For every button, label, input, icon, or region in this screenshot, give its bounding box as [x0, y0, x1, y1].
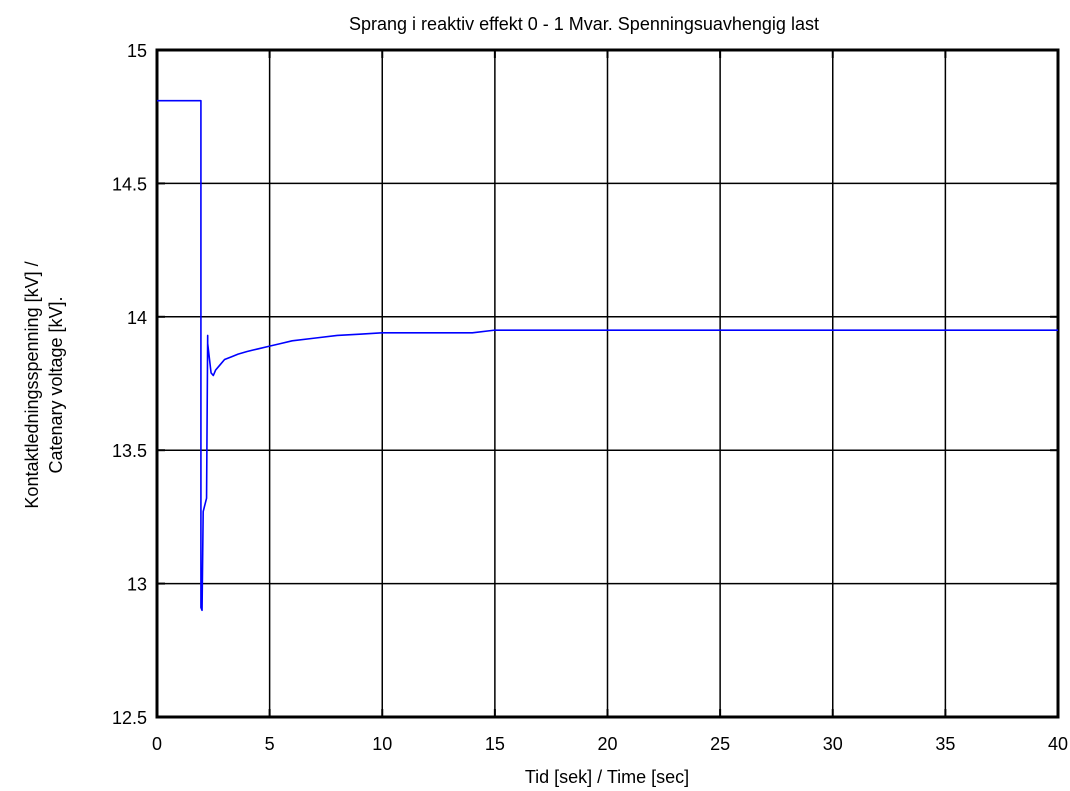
- x-tick-label: 25: [710, 734, 730, 754]
- y-axis-label-line-2: Catenary voltage [kV].: [46, 296, 66, 473]
- series-line: [157, 99, 1058, 612]
- y-axis-label-line-1: Kontaktledningsspenning [kV] /: [22, 261, 42, 508]
- grid-lines: [156, 49, 1059, 718]
- y-tick-label: 14: [127, 308, 147, 328]
- x-tick-label: 20: [597, 734, 617, 754]
- y-tick-labels: 12.5 13 13.5 14 14.5 15: [112, 41, 147, 728]
- x-axis-label: Tid [sek] / Time [sec]: [525, 767, 689, 787]
- y-tick-label: 14.5: [112, 174, 147, 194]
- y-tick-label: 13.5: [112, 441, 147, 461]
- series-lines: [157, 99, 1058, 612]
- plot-area-frame: [155, 48, 1060, 719]
- y-tick-label: 13: [127, 575, 147, 595]
- plot-frame: [155, 48, 1060, 719]
- x-tick-label: 5: [265, 734, 275, 754]
- x-tick-label: 15: [485, 734, 505, 754]
- x-tick-label: 35: [935, 734, 955, 754]
- x-tick-labels: 0 5 10 15 20 25 30 35 40: [152, 734, 1068, 754]
- chart-title: Sprang i reaktiv effekt 0 - 1 Mvar. Spen…: [349, 14, 819, 34]
- x-tick-label: 40: [1048, 734, 1068, 754]
- y-axis-label: Kontaktledningsspenning [kV] / Catenary …: [22, 261, 66, 508]
- y-tick-label: 12.5: [112, 708, 147, 728]
- x-tick-label: 10: [372, 734, 392, 754]
- y-tick-label: 15: [127, 41, 147, 61]
- x-tick-label: 30: [823, 734, 843, 754]
- x-tick-label: 0: [152, 734, 162, 754]
